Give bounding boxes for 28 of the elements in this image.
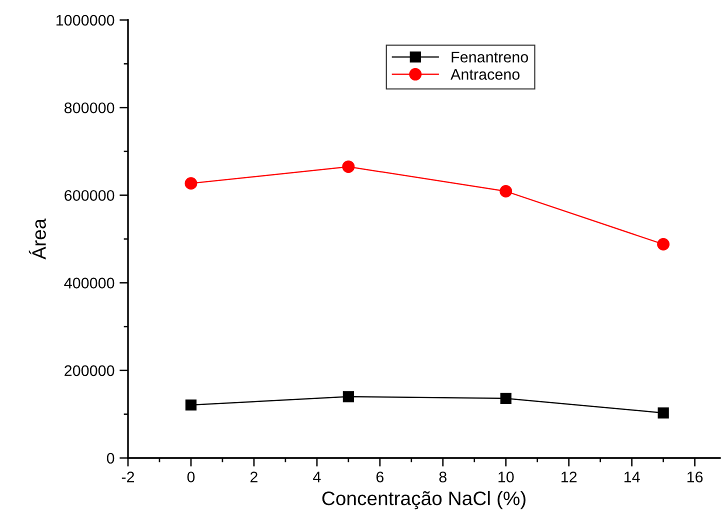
- legend-label: Antraceno: [450, 69, 520, 80]
- point: [500, 392, 512, 404]
- x-tick-label: 0: [187, 472, 195, 482]
- x-tick-label: 4: [313, 472, 321, 482]
- x-tick-label: 14: [624, 472, 640, 482]
- x-tick-label: 8: [439, 472, 446, 482]
- x-axis-title: Concentração NaCl (%): [322, 490, 526, 510]
- x-tick-label: 10: [498, 472, 514, 482]
- x-tick-label: -2: [122, 472, 134, 482]
- x-tick-label: 6: [376, 472, 384, 482]
- y-tick-label: 0: [106, 452, 114, 464]
- point: [657, 238, 670, 251]
- point: [342, 160, 355, 173]
- x-tick-label: 2: [250, 472, 258, 482]
- point: [658, 407, 669, 418]
- legend-label: Fenantreno: [452, 52, 528, 62]
- y-axis-title: Área: [28, 218, 46, 260]
- point: [185, 399, 197, 411]
- point: [342, 391, 354, 402]
- x-tick-label: 16: [687, 472, 703, 482]
- y-tick-label: 400000: [64, 278, 114, 288]
- y-tick-label: 600000: [64, 190, 114, 201]
- y-tick-label: 1000000: [56, 14, 114, 26]
- x-tick-label: 12: [562, 472, 577, 482]
- point: [500, 185, 512, 198]
- y-tick-label: 800000: [64, 102, 114, 114]
- point: [184, 177, 198, 190]
- y-tick-label: 200000: [64, 365, 114, 376]
